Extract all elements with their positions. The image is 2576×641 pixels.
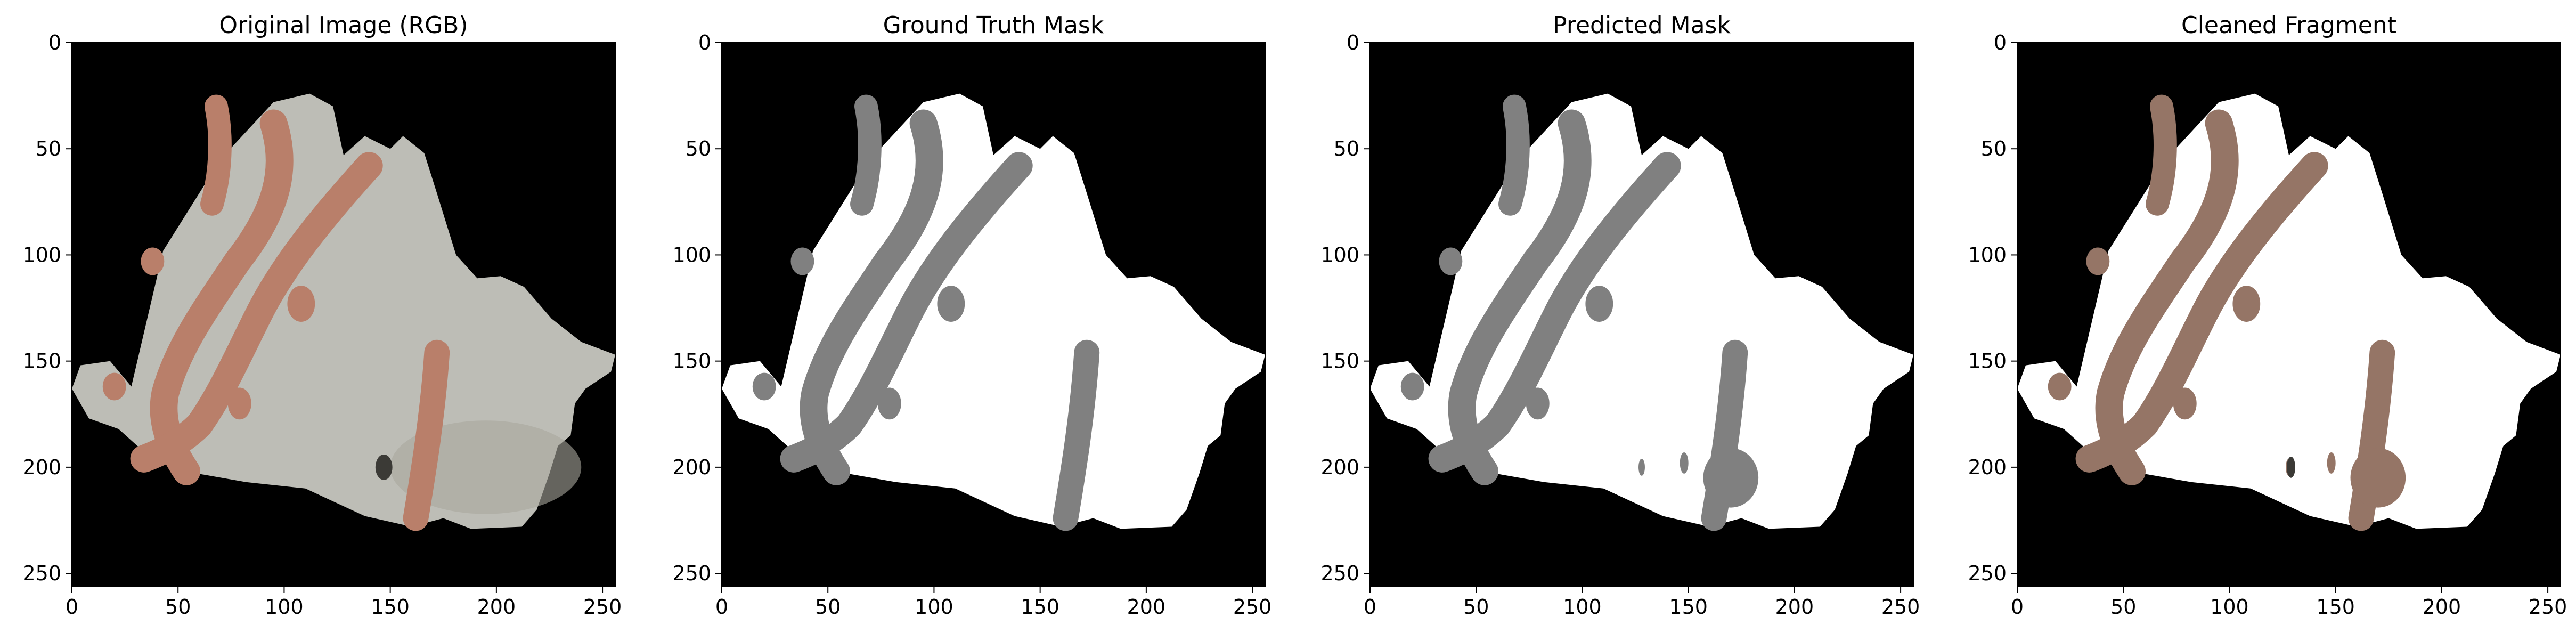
y-tick-label: 100 bbox=[1320, 243, 1359, 266]
x-tick-label: 200 bbox=[1127, 595, 1166, 619]
y-tick-label: 50 bbox=[36, 137, 61, 160]
x-tick-label: 50 bbox=[815, 595, 841, 619]
y-tick-label: 150 bbox=[1320, 350, 1359, 373]
y-tick-label: 250 bbox=[22, 562, 61, 585]
y-tick-label: 150 bbox=[672, 350, 711, 373]
axes: 0 0 50 50 100 100 150 150 200 200 250 250 bbox=[1320, 31, 1920, 619]
x-tick-label: 150 bbox=[1669, 595, 1708, 619]
y-tick-label: 250 bbox=[1968, 562, 2007, 585]
y-tick-label: 250 bbox=[1320, 562, 1359, 585]
y-tick-label: 100 bbox=[22, 243, 61, 266]
x-tick-label: 50 bbox=[2110, 595, 2136, 619]
y-tick-label: 200 bbox=[22, 456, 61, 479]
y-tick-label: 50 bbox=[1981, 137, 2007, 160]
x-tick-label: 0 bbox=[715, 595, 728, 619]
panel-image bbox=[72, 43, 615, 586]
panel-title: Predicted Mask bbox=[1553, 12, 1731, 39]
panel-image bbox=[722, 43, 1265, 586]
panel-title: Cleaned Fragment bbox=[2181, 12, 2396, 39]
y-tick-label: 100 bbox=[1968, 243, 2007, 266]
y-tick-label: 200 bbox=[1968, 456, 2007, 479]
y-tick-label: 100 bbox=[672, 243, 711, 266]
x-tick-label: 0 bbox=[1364, 595, 1376, 619]
y-tick-label: 150 bbox=[1968, 350, 2007, 373]
y-tick-label: 250 bbox=[672, 562, 711, 585]
panel-image bbox=[2017, 43, 2561, 586]
y-tick-label: 50 bbox=[686, 137, 711, 160]
y-tick-label: 0 bbox=[1347, 31, 1359, 54]
y-tick-label: 200 bbox=[1320, 456, 1359, 479]
axes: 0 0 50 50 100 100 150 150 200 200 250 250 bbox=[672, 31, 1271, 619]
x-tick-label: 250 bbox=[1233, 595, 1272, 619]
x-tick-label: 100 bbox=[2210, 595, 2249, 619]
panel-gt-mask: Ground Truth Mask 0 0 50 50 100 100 150 150 200 20… bbox=[672, 12, 1271, 619]
y-tick-label: 200 bbox=[672, 456, 711, 479]
x-tick-label: 250 bbox=[1881, 595, 1920, 619]
x-tick-label: 150 bbox=[371, 595, 410, 619]
x-tick-label: 250 bbox=[583, 595, 622, 619]
y-tick-label: 150 bbox=[22, 350, 61, 373]
panel-image bbox=[1370, 43, 1913, 586]
x-tick-label: 100 bbox=[1563, 595, 1602, 619]
x-tick-label: 50 bbox=[165, 595, 191, 619]
y-tick-label: 50 bbox=[1334, 137, 1359, 160]
x-tick-label: 200 bbox=[1775, 595, 1814, 619]
x-tick-label: 0 bbox=[2011, 595, 2024, 619]
panel-cleaned: Cleaned Fragment 0 0 50 50 100 100 150 150 200 200… bbox=[1968, 12, 2567, 619]
x-tick-label: 250 bbox=[2529, 595, 2567, 619]
x-tick-label: 100 bbox=[265, 595, 304, 619]
panel-pred-mask: Predicted Mask 0 0 50 50 100 100 150 150 200 200 25… bbox=[1320, 12, 1920, 619]
y-tick-label: 0 bbox=[48, 31, 61, 54]
x-tick-label: 50 bbox=[1463, 595, 1489, 619]
y-tick-label: 0 bbox=[1994, 31, 2007, 54]
panel-title: Ground Truth Mask bbox=[883, 12, 1104, 39]
axes: 0 0 50 50 100 100 150 150 200 200 250 250 bbox=[22, 31, 622, 619]
x-tick-label: 150 bbox=[1021, 595, 1059, 619]
y-tick-label: 0 bbox=[698, 31, 711, 54]
x-tick-label: 100 bbox=[915, 595, 953, 619]
panel-rgb: Original Image (RGB) 0 0 50 50 100 100 150 150 20… bbox=[22, 12, 622, 619]
x-tick-label: 200 bbox=[2423, 595, 2461, 619]
panel-title: Original Image (RGB) bbox=[219, 12, 468, 39]
x-tick-label: 200 bbox=[477, 595, 516, 619]
x-tick-label: 150 bbox=[2316, 595, 2355, 619]
x-tick-label: 0 bbox=[66, 595, 78, 619]
axes: 0 0 50 50 100 100 150 150 200 200 250 250 bbox=[1968, 31, 2567, 619]
